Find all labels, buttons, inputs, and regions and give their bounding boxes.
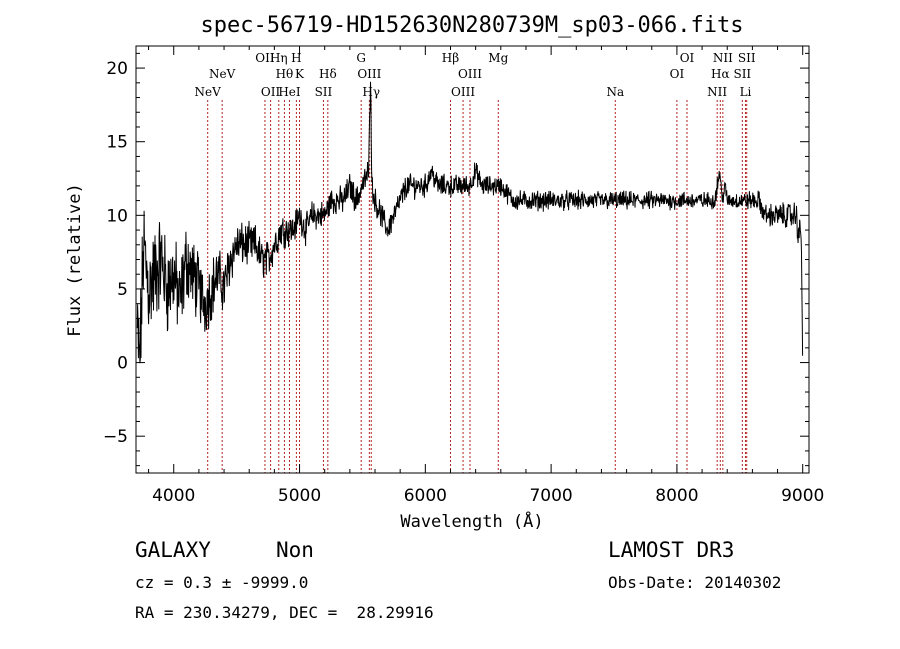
x-tick-label: 7000 — [529, 486, 572, 506]
x-tick-label: 5000 — [278, 486, 321, 506]
y-tick-label: 5 — [117, 280, 128, 300]
emission-line-label: SII — [315, 85, 333, 99]
x-axis-ticks: 4000 5000 6000 7000 8000 9000 — [148, 46, 824, 506]
emission-line-label: HeI — [278, 85, 301, 99]
chart-title: spec-56719-HD152630N280739M_sp03-066.fit… — [200, 13, 743, 38]
y-tick-label: 0 — [117, 354, 128, 374]
emission-line-label: Na — [606, 85, 624, 99]
x-tick-label: 8000 — [655, 486, 698, 506]
emission-line-label: OII — [255, 51, 275, 65]
cz-line: cz = 0.3 ± -9999.0 — [135, 573, 309, 592]
emission-line-label: OI — [680, 51, 695, 65]
emission-line-label: Hβ — [442, 51, 459, 65]
coords-line: RA = 230.34279, DEC = 28.29916 — [135, 603, 434, 622]
emission-line-label: Hδ — [319, 67, 337, 81]
spectrum-chart: spec-56719-HD152630N280739M_sp03-066.fit… — [65, 13, 824, 532]
emission-line-label: Hα — [711, 67, 730, 81]
emission-line-label: Hη — [270, 51, 288, 65]
emission-line-markers — [207, 100, 748, 473]
emission-line-label: SII — [738, 51, 756, 65]
survey-label: LAMOST DR3 — [608, 538, 735, 562]
emission-line-label: OIII — [357, 67, 381, 81]
emission-line-label: NII — [707, 85, 727, 99]
emission-line-label: NII — [713, 51, 733, 65]
emission-line-label: OI — [670, 67, 685, 81]
y-tick-label: 10 — [106, 206, 128, 226]
emission-line-label: G — [356, 51, 366, 65]
spectrum-line — [136, 81, 804, 364]
emission-line-label: Li — [740, 85, 752, 99]
y-tick-label: −5 — [103, 427, 128, 447]
emission-line-label: Hθ — [276, 67, 294, 81]
y-tick-label: 15 — [106, 133, 128, 153]
plot-frame — [135, 45, 810, 474]
y-tick-label: 20 — [106, 59, 128, 79]
emission-line-labels: NeVNeVOIIOIIHηHθHeIHKSIIHδGOIIIHγHβOIIIO… — [195, 51, 756, 99]
emission-line-label: K — [295, 67, 305, 81]
x-tick-label: 6000 — [404, 486, 447, 506]
y-axis-label: Flux (relative) — [65, 183, 85, 337]
obs-date: Obs-Date: 20140302 — [608, 573, 782, 592]
emission-line-label: OII — [261, 85, 281, 99]
emission-line-label: NeV — [195, 85, 222, 99]
emission-line-label: H — [291, 51, 301, 65]
emission-line-label: Mg — [488, 51, 508, 65]
emission-line-label: NeV — [209, 67, 236, 81]
emission-line-label: OIII — [458, 67, 482, 81]
class-label: GALAXY — [135, 538, 211, 562]
x-tick-label: 4000 — [152, 486, 195, 506]
emission-line-label: SII — [733, 67, 751, 81]
subclass-label: Non — [276, 538, 314, 562]
emission-line-label: OIII — [451, 85, 475, 99]
x-tick-label: 9000 — [781, 486, 824, 506]
y-axis-ticks: −5 0 5 10 15 20 — [103, 52, 809, 467]
x-axis-label: Wavelength (Å) — [400, 510, 543, 532]
